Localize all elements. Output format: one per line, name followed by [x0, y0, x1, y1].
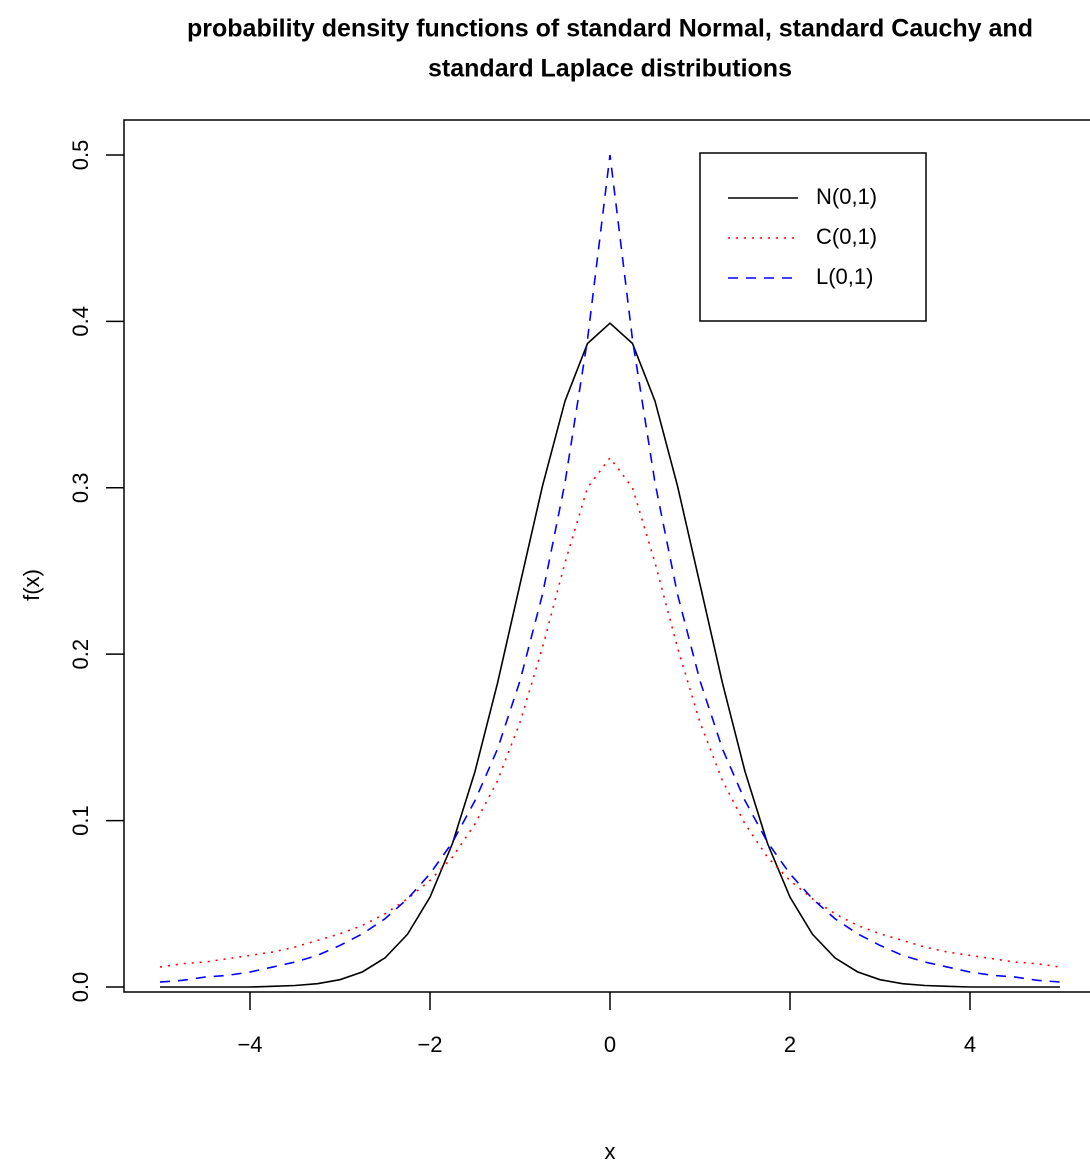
series-line: [160, 322, 1060, 988]
series-line: [159, 154, 1061, 983]
x-tick-label: 2: [784, 1032, 796, 1057]
x-tick-label: 0: [604, 1032, 616, 1057]
y-tick-label: 0.4: [68, 306, 93, 337]
chart-title: probability density functions of standar…: [187, 15, 1033, 43]
legend-box: [699, 152, 927, 322]
y-tick-label: 0.2: [68, 639, 93, 670]
x-axis-label: x: [605, 1139, 616, 1164]
y-tick-label: 0.3: [68, 472, 93, 503]
chart-title: standard Laplace distributions: [428, 55, 792, 83]
plot-frame: [123, 119, 1090, 993]
series-line: [159, 456, 1061, 968]
y-axis-label: f(x): [19, 569, 44, 601]
legend-label: N(0,1): [816, 184, 877, 209]
x-tick-label: −2: [417, 1032, 442, 1057]
x-tick-label: 4: [964, 1032, 976, 1057]
y-tick-label: 0.0: [68, 972, 93, 1003]
legend-label: L(0,1): [816, 264, 873, 289]
x-tick-label: −4: [237, 1032, 262, 1057]
y-tick-label: 0.1: [68, 805, 93, 836]
legend-label: C(0,1): [816, 224, 877, 249]
y-tick-label: 0.5: [68, 140, 93, 171]
